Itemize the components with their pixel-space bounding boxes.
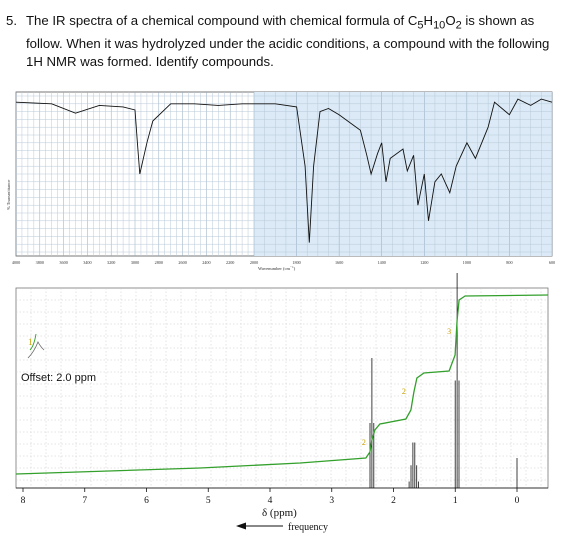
ir-y-axis-label: % Transmittance	[6, 180, 11, 210]
offset-number: 1	[28, 337, 33, 347]
integral-label: 2	[402, 387, 406, 396]
ir-grid	[15, 92, 553, 256]
ir-x-axis-label: Wavenumber (cm−1)	[258, 265, 296, 271]
ir-spectrum: % Transmittance 4000 3800 3600 3400 3200 3000…	[6, 91, 555, 271]
nmr-tick-label: 0	[515, 496, 520, 506]
ir-tick-label: 2600	[178, 260, 186, 265]
question-stem-end: is shown as follow. When it was hydrolyz…	[26, 13, 550, 69]
ir-tick-label: 1200	[420, 260, 428, 265]
ir-tick-label: 3800	[36, 260, 44, 265]
nmr-tick-label: 8	[21, 496, 26, 506]
ir-tick-label: 4000	[12, 260, 20, 265]
question-number: 5.	[6, 13, 17, 28]
nmr-tick-label: 5	[206, 496, 211, 506]
ir-tick-labels: 4000 3800 3600 3400 3200 3000 2800 2600 2400 2200…	[12, 260, 555, 265]
question-stem: The IR spectra of a chemical compound wi…	[26, 13, 418, 28]
nmr-integral-labels: 2 2 3	[362, 327, 451, 447]
ir-tick-label: 800	[506, 260, 512, 265]
ir-tick-label: 2000	[250, 260, 258, 265]
ir-tick-label: 1400	[378, 260, 386, 265]
nmr-tick-label: 7	[82, 496, 87, 506]
ir-tick-label: 3400	[83, 260, 91, 265]
nmr-integral-curve	[15, 294, 549, 475]
ir-trace	[15, 98, 553, 243]
ir-tick-label: 1600	[335, 260, 343, 265]
ir-tick-label: 1800	[292, 260, 300, 265]
ir-tick-label: 1000	[463, 260, 471, 265]
nmr-tick-label: 1	[453, 496, 458, 506]
nmr-plot-area	[15, 287, 549, 489]
ir-tick-label: 2200	[226, 260, 234, 265]
ir-tick-label: 2400	[202, 260, 210, 265]
nmr-tick-label: 3	[329, 496, 334, 506]
nmr-tick-label: 2	[391, 496, 396, 506]
nmr-tick-label: 6	[144, 496, 149, 506]
ir-tick-label: 3600	[59, 260, 67, 265]
ir-tick-label: 2800	[155, 260, 163, 265]
offset-label: Offset: 2.0 ppm	[21, 372, 96, 384]
frequency-label: frequency	[288, 522, 328, 533]
nmr-tick-label: 4	[268, 496, 273, 506]
nmr-tick-labels: 8 7 6 5 4 3 2 1 0	[21, 488, 520, 506]
ir-tick-label: 3000	[131, 260, 139, 265]
integral-label: 2	[362, 438, 366, 447]
ir-tick-label: 600	[549, 260, 555, 265]
question-text: 5. The IR spectra of a chemical compound…	[6, 13, 550, 69]
frequency-arrow	[236, 522, 283, 530]
integral-label: 3	[447, 327, 451, 336]
ir-tick-label: 3200	[107, 260, 115, 265]
nmr-peaks	[369, 273, 518, 488]
offset-inset: 1 Offset: 2.0 ppm	[21, 333, 96, 384]
nmr-x-axis-label: δ (ppm)	[262, 507, 297, 519]
nmr-grid	[16, 288, 548, 488]
